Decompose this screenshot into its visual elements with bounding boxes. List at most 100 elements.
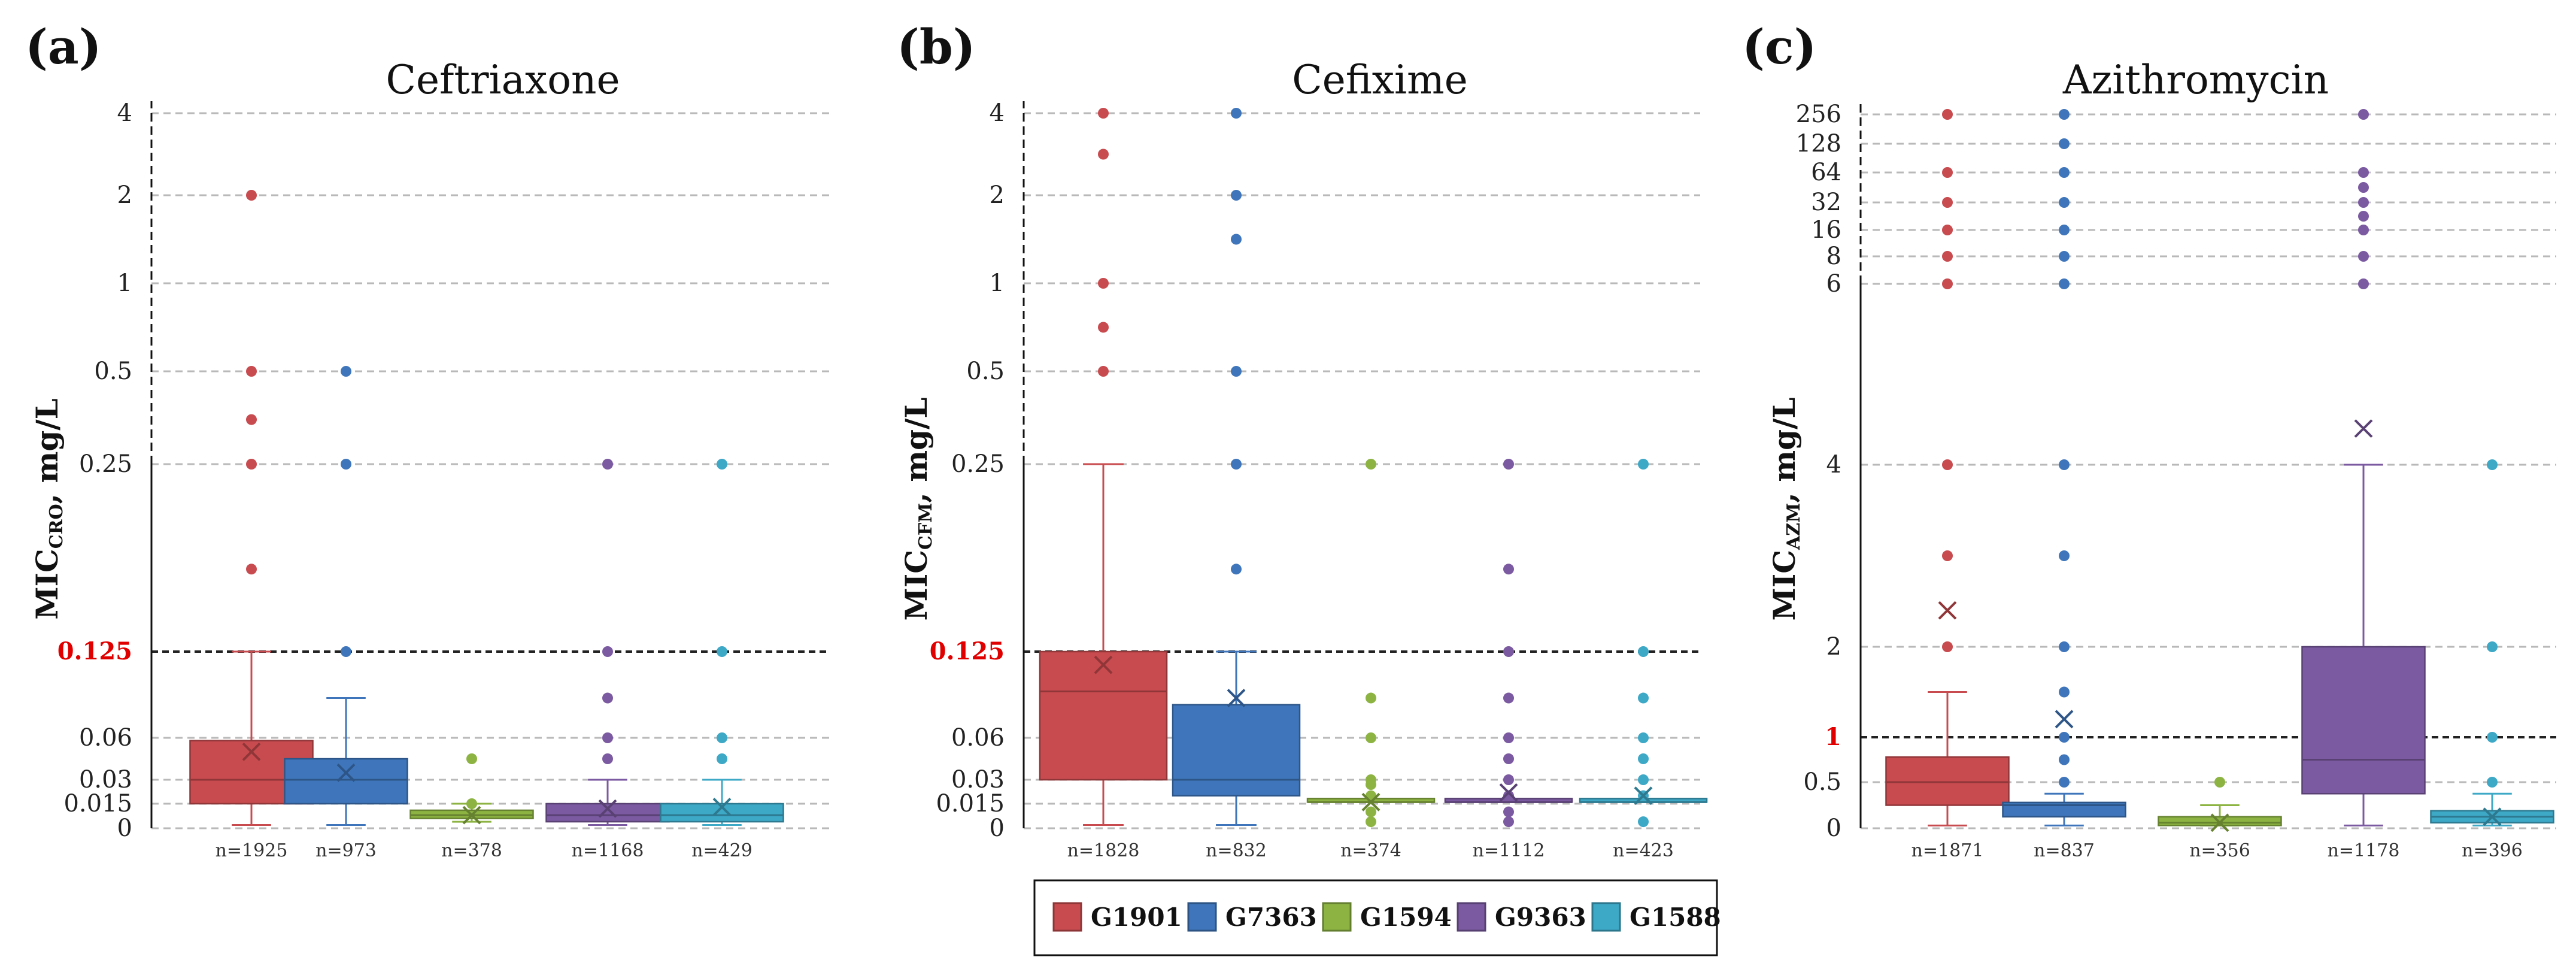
outlier-point [1503, 732, 1514, 743]
legend-label: G9363 [1495, 903, 1586, 932]
outlier-point [2059, 167, 2070, 178]
box-G9363 [1444, 459, 1573, 828]
outlier-point [2487, 459, 2498, 470]
box-G1594 [1306, 459, 1436, 828]
outlier-point [602, 732, 613, 743]
outlier-point [1231, 564, 1242, 575]
y-tick-label-threshold: 0.125 [57, 637, 132, 665]
panel-c: (c) Azithromycin MICAZM, mg/L 00.5124681… [1742, 19, 2556, 861]
y-tick-label: 64 [1811, 159, 1841, 186]
outlier-point [1366, 806, 1376, 817]
outlier-point [1503, 790, 1514, 801]
outlier-point [2214, 777, 2225, 788]
y-tick-label: 0.25 [951, 450, 1005, 478]
y-axis-label-main: MIC [1767, 550, 1802, 621]
legend-swatch [1322, 902, 1352, 932]
y-tick-label: 1 [990, 270, 1005, 297]
outlier-point [2358, 182, 2369, 193]
y-tick-label: 0 [990, 814, 1005, 842]
n-count-label: n=1828 [1067, 840, 1140, 861]
outlier-point [1503, 774, 1514, 785]
legend-item-G9363: G9363 [1457, 902, 1586, 932]
y-axis-label: MICCFM, mg/L [899, 397, 936, 620]
outlier-point [246, 190, 257, 201]
outlier-point [1098, 366, 1109, 377]
boxes [189, 190, 784, 826]
outlier-point [1942, 278, 1953, 289]
chart-title: Azithromycin [2062, 57, 2329, 103]
outlier-point [1366, 816, 1376, 828]
outlier-point [1942, 251, 1953, 262]
y-tick-label-threshold: 1 [1825, 723, 1841, 751]
outlier-point [2358, 211, 2369, 222]
mean-marker [712, 798, 732, 816]
outlier-point [246, 414, 257, 425]
panel-letter: (a) [25, 19, 102, 75]
legend-swatch [1457, 902, 1486, 932]
y-tick-label: 0.015 [63, 790, 132, 817]
outlier-point [717, 459, 727, 470]
outlier-point [1231, 234, 1242, 245]
y-tick-label: 0.03 [951, 766, 1005, 794]
outlier-point [1942, 459, 1953, 470]
n-count-label: n=1871 [1911, 840, 1984, 861]
n-count-label: n=396 [2462, 840, 2523, 861]
iqr-box [2301, 646, 2426, 795]
n-count-label: n=837 [2034, 840, 2095, 861]
y-tick-label: 32 [1811, 189, 1841, 216]
outlier-point [1231, 366, 1242, 377]
outlier-point [1638, 646, 1649, 657]
outlier-point [2358, 167, 2369, 178]
y-tick-label: 0 [1826, 814, 1841, 842]
mean-marker [2354, 419, 2373, 438]
outlier-point [1503, 753, 1514, 764]
legend-label: G1594 [1360, 903, 1452, 932]
legend-swatch [1187, 902, 1217, 932]
y-tick-label: 128 [1796, 130, 1841, 158]
iqr-box [1885, 756, 2010, 806]
y-tick-label: 4 [990, 99, 1005, 127]
y-tick-label: 256 [1796, 101, 1841, 128]
outlier-point [602, 459, 613, 470]
mean-marker [242, 742, 261, 761]
y-axis-label: MICAZM, mg/L [1767, 397, 1804, 620]
outlier-point [466, 753, 477, 764]
grid [1024, 112, 1700, 829]
panel-a: (a) Ceftriaxone MICCRO, mg/L 00.0150.030… [25, 19, 829, 861]
mean-marker [1094, 655, 1113, 674]
y-tick-label: 1 [117, 270, 132, 297]
outlier-point [1366, 732, 1376, 743]
y-tick-label: 0 [117, 814, 132, 842]
n-count-label: n=423 [1613, 840, 1674, 861]
mean-marker [2055, 710, 2074, 729]
mean-marker [462, 806, 481, 825]
outlier-point [2358, 197, 2369, 208]
outlier-point [1503, 564, 1514, 575]
n-count-label: n=1178 [2328, 840, 2400, 861]
outlier-point [2059, 225, 2070, 235]
panel-letter: (b) [897, 19, 976, 75]
y-axis-label-main: MIC [899, 550, 934, 621]
outlier-point [2059, 777, 2070, 788]
outlier-point [2059, 732, 2070, 743]
y-tick-label: 0.06 [79, 724, 132, 752]
outlier-point [1942, 109, 1953, 120]
y-tick-label: 0.25 [79, 450, 132, 478]
outlier-point [717, 646, 727, 657]
y-tick-label: 2 [990, 181, 1005, 209]
mean-marker [2210, 813, 2229, 832]
outlier-point [1098, 149, 1109, 160]
y-tick-label: 4 [117, 99, 132, 127]
outlier-point [1638, 732, 1649, 743]
legend-item-G1588: G1588 [1591, 902, 1721, 932]
outlier-point [1503, 692, 1514, 704]
box-G7363 [1172, 108, 1301, 826]
n-count-label: n=356 [2189, 840, 2250, 861]
box-G1901 [189, 190, 314, 826]
box-G1588 [1579, 459, 1708, 828]
n-count-label: n=1112 [1473, 840, 1545, 861]
iqr-box [545, 803, 670, 823]
outlier-point [1503, 646, 1514, 657]
